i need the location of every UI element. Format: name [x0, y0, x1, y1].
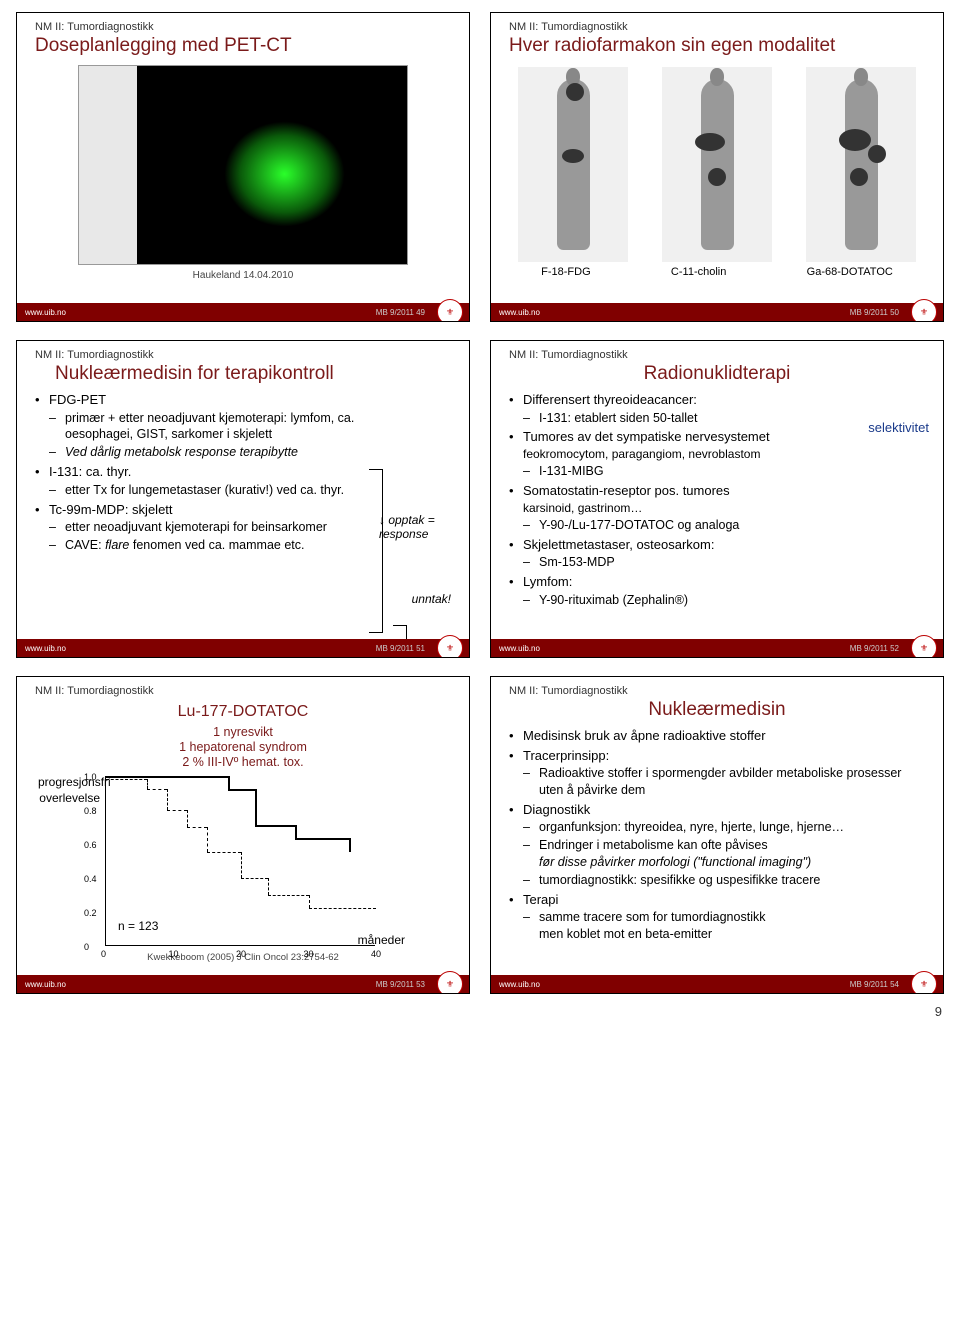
slide-title: Doseplanlegging med PET-CT — [35, 35, 451, 57]
list-item: Tracerprinsipp: Radioaktive stoffer i sp… — [509, 747, 925, 799]
uib-crest-icon: ⚜ — [437, 635, 463, 658]
list-item: FDG-PET primær + etter neoadjuvant kjemo… — [35, 391, 359, 461]
list-item: Differensert thyreoideacancer: I-131: et… — [509, 391, 925, 426]
list-item: Tumores av det sympatiske nervesystemet … — [509, 428, 925, 480]
pet-ct-screenshot — [78, 65, 408, 265]
slide-52: NM II: Tumordiagnostikk Radionuklidterap… — [490, 340, 944, 658]
slide-title: Hver radiofarmakon sin egen modalitet — [509, 35, 925, 57]
slide-50: NM II: Tumordiagnostikk Hver radiofarmak… — [490, 12, 944, 322]
list-item: Terapi samme tracere som for tumordiagno… — [509, 891, 925, 943]
list-item: Diagnostikk organfunksjon: thyreoidea, n… — [509, 801, 925, 889]
bullet-list: Medisinsk bruk av åpne radioaktive stoff… — [509, 727, 925, 943]
scan-fdg — [518, 67, 628, 262]
slide-grid: NM II: Tumordiagnostikk Doseplanlegging … — [0, 0, 960, 1002]
caption: Haukeland 14.04.2010 — [35, 269, 451, 283]
km-chart: progresjonsfri overlevelse n = 123 måned… — [105, 776, 375, 946]
list-item: Medisinsk bruk av åpne radioaktive stoff… — [509, 727, 925, 745]
uib-crest-icon: ⚜ — [911, 299, 937, 322]
slide-title: Nukleærmedisin — [509, 699, 925, 721]
list-item: Skjelettmetastaser, osteosarkom: Sm-153-… — [509, 536, 925, 571]
uib-crest-icon: ⚜ — [911, 635, 937, 658]
bullet-list: Differensert thyreoideacancer: I-131: et… — [509, 391, 925, 608]
page-number: 9 — [0, 1002, 960, 1025]
n-label: n = 123 — [118, 918, 158, 934]
list-item: Tc-99m-MDP: skjelett etter neoadjuvant k… — [35, 501, 359, 554]
bracket-icon — [369, 469, 383, 633]
slide-53: NM II: Tumordiagnostikk Lu-177-DOTATOC 1… — [16, 676, 470, 994]
slide-51: NM II: Tumordiagnostikk Nukleærmedisin f… — [16, 340, 470, 658]
slide-title: Nukleærmedisin for terapikontroll — [35, 363, 451, 385]
scan-dotatoc — [806, 67, 916, 262]
slide-footer: www.uib.no MB 9/2011 49 ⚜ — [17, 303, 469, 321]
annot-unntak: unntak! — [412, 591, 451, 607]
slide-49: NM II: Tumordiagnostikk Doseplanlegging … — [16, 12, 470, 322]
list-item: Somatostatin-reseptor pos. tumores karsi… — [509, 482, 925, 534]
annot-response: ↓ opptak = response — [379, 513, 455, 542]
chart-title: Lu-177-DOTATOC — [35, 701, 451, 723]
list-item: Lymfom: Y-90-rituximab (Zephalin®) — [509, 573, 925, 608]
slide-title: Radionuklidterapi — [509, 363, 925, 385]
scan-cholin — [662, 67, 772, 262]
uib-crest-icon: ⚜ — [437, 299, 463, 322]
scan-row — [497, 61, 937, 262]
list-item: I-131: ca. thyr. etter Tx for lungemetas… — [35, 463, 359, 498]
supertitle: NM II: Tumordiagnostikk — [35, 21, 451, 33]
chart-subtitle: 1 nyresvikt 1 hepatorenal syndrom 2 % II… — [35, 725, 451, 770]
scan-labels: F-18-FDG C-11-cholin Ga-68-DOTATOC — [497, 262, 937, 280]
slide-54: NM II: Tumordiagnostikk Nukleærmedisin M… — [490, 676, 944, 994]
uib-crest-icon: ⚜ — [437, 971, 463, 994]
uib-crest-icon: ⚜ — [911, 971, 937, 994]
x-axis-label: måneder — [358, 932, 405, 948]
